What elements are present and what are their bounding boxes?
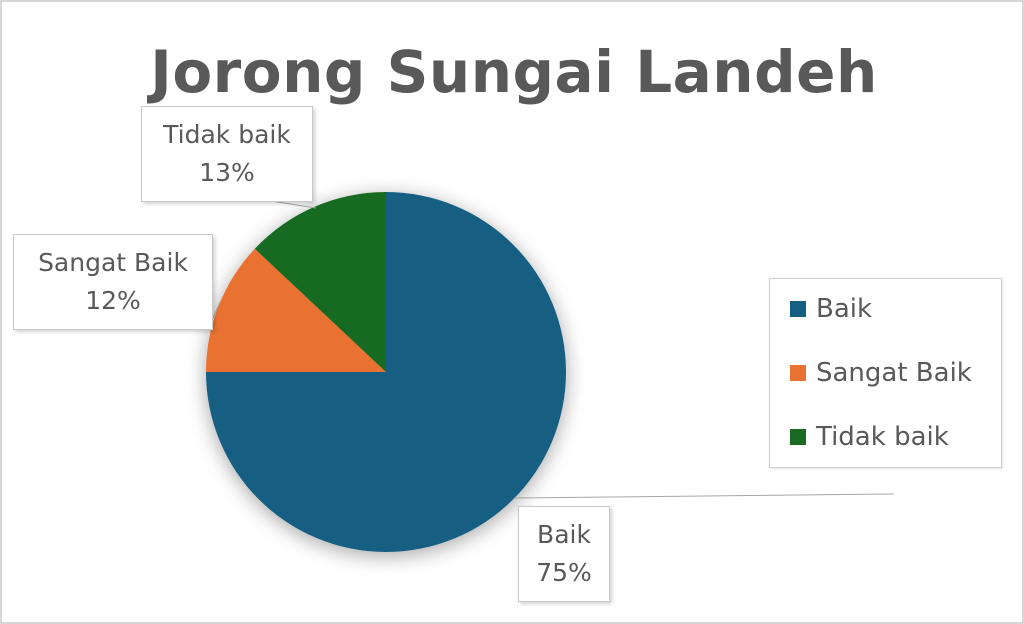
data-label-sangat-baik-name: Sangat Baik: [38, 248, 188, 277]
data-label-baik: Baik 75%: [518, 506, 610, 602]
legend-label-baik: Baik: [816, 294, 873, 324]
data-label-tidak-baik: Tidak baik 13%: [141, 106, 313, 202]
legend-swatch-baik: [790, 301, 806, 317]
data-label-sangat-baik: Sangat Baik 12%: [13, 234, 213, 330]
legend-item-sangat-baik: Sangat Baik: [790, 357, 972, 389]
data-label-tidak-baik-name: Tidak baik: [163, 120, 291, 149]
data-label-baik-value: 75%: [536, 558, 592, 587]
chart-title: Jorong Sungai Landeh: [150, 38, 878, 106]
pie-slice-tidak-baik: [254, 192, 386, 372]
leader-line-sangat-baik: [212, 301, 221, 319]
legend-label-sangat-baik: Sangat Baik: [816, 358, 972, 388]
legend-swatch-sangat-baik: [790, 365, 806, 381]
legend: Baik Sangat Baik Tidak baik: [769, 278, 1002, 468]
data-label-baik-name: Baik: [537, 520, 591, 549]
pie-slice-sangat-baik: [206, 248, 386, 372]
legend-item-baik: Baik: [790, 293, 872, 325]
legend-swatch-tidak-baik: [790, 429, 806, 445]
data-label-tidak-baik-value: 13%: [199, 158, 255, 187]
data-label-sangat-baik-value: 12%: [85, 286, 141, 315]
legend-item-tidak-baik: Tidak baik: [790, 421, 949, 453]
leader-line-baik: [513, 493, 895, 499]
legend-label-tidak-baik: Tidak baik: [816, 422, 949, 452]
